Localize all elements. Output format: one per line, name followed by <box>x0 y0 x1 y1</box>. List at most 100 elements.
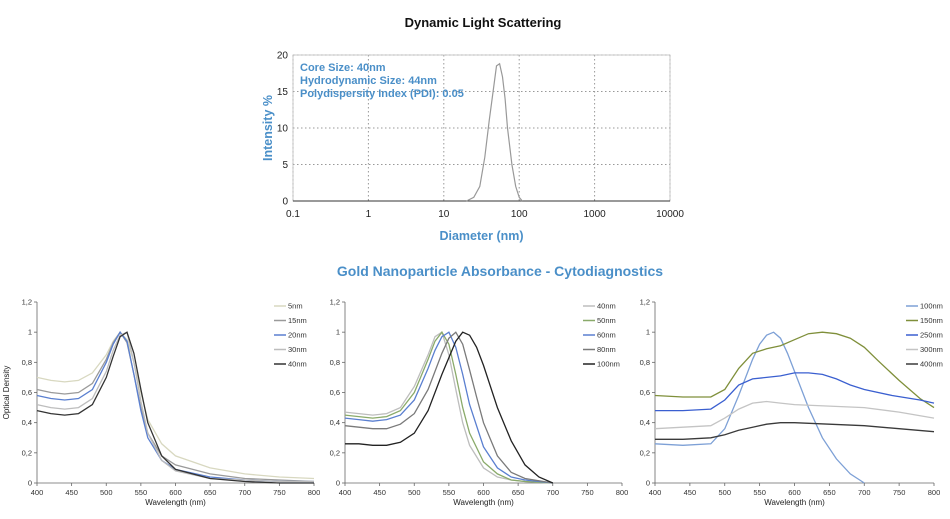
y-tick-label: 0 <box>646 479 650 488</box>
legend-label: 30nm <box>288 345 307 354</box>
x-tick-label: 550 <box>135 488 148 497</box>
x-axis-label: Wavelength (nm) <box>145 498 206 507</box>
legend-label: 250nm <box>920 331 943 340</box>
y-tick-label: 0,6 <box>330 388 340 397</box>
y-tick-label: 0,8 <box>640 358 650 367</box>
legend-label: 40nm <box>288 360 307 369</box>
series-line-60nm <box>344 331 553 484</box>
x-tick-label: 100 <box>511 209 528 220</box>
x-tick-label: 800 <box>928 488 941 497</box>
y-tick-label: 1,2 <box>640 298 650 307</box>
y-tick-label: 0,6 <box>640 388 650 397</box>
y-tick-label: 0,2 <box>640 448 650 457</box>
x-tick-label: 0.1 <box>286 209 300 220</box>
x-tick-label: 700 <box>238 488 251 497</box>
legend-label: 150nm <box>920 316 943 325</box>
y-tick-label: 0,6 <box>22 388 32 397</box>
x-tick-label: 500 <box>718 488 731 497</box>
y-tick-label: 0,4 <box>640 418 650 427</box>
y-tick-label: 0,4 <box>22 418 32 427</box>
x-tick-label: 400 <box>339 488 352 497</box>
y-tick-label: 1 <box>646 328 650 337</box>
dls-chart: 0.1 1 10 100 1000 10000 0 5 10 15 20 Diameter (nm) I… <box>261 51 684 244</box>
absorbance-section-title: Gold Nanoparticle Absorbance - Cytodiagn… <box>337 263 663 279</box>
y-tick-label: 0 <box>282 197 288 208</box>
y-tick-label: 0,8 <box>330 358 340 367</box>
x-tick-label: 500 <box>408 488 421 497</box>
y-tick-label: 10 <box>277 124 289 135</box>
x-tick-label: 10 <box>438 209 450 220</box>
y-tick-label: 0 <box>28 479 32 488</box>
x-axis-label: Diameter (nm) <box>439 229 523 243</box>
absorbance-chart-3: 400 450 500 550 600 650 700 750 800 0 0,2 0,4 0,6 0,8… <box>640 298 943 508</box>
x-tick-label: 400 <box>31 488 44 497</box>
y-tick-label: 15 <box>277 87 289 98</box>
series-line-100nm <box>345 331 554 484</box>
dls-hydrodynamic-size: Hydrodynamic Size: 44nm <box>300 75 437 87</box>
series-line-250nm <box>655 372 935 412</box>
y-tick-label: 5 <box>282 160 288 171</box>
x-tick-label: 600 <box>788 488 801 497</box>
series-line-20nm <box>36 331 314 483</box>
y-tick-label: 0,2 <box>330 448 340 457</box>
series-line-40nm <box>344 331 553 484</box>
x-tick-label: 450 <box>65 488 78 497</box>
x-tick-label: 750 <box>273 488 286 497</box>
series-line-40nm <box>36 331 314 484</box>
series-line-100nm <box>654 331 865 484</box>
y-tick-label: 0,8 <box>22 358 32 367</box>
y-tick-label: 0 <box>336 479 340 488</box>
legend-label: 100nm <box>597 360 620 369</box>
x-tick-label: 450 <box>373 488 386 497</box>
x-tick-label: 650 <box>512 488 525 497</box>
x-tick-label: 450 <box>684 488 697 497</box>
series-line-400nm <box>655 422 935 440</box>
x-tick-label: 750 <box>581 488 594 497</box>
y-tick-label: 0,2 <box>22 448 32 457</box>
x-tick-label: 650 <box>204 488 217 497</box>
y-axis-label: Optical Density <box>2 366 11 420</box>
legend-label: 80nm <box>597 345 616 354</box>
series-line-80nm <box>344 331 553 484</box>
legend-label: 400nm <box>920 360 943 369</box>
legend-label: 60nm <box>597 331 616 340</box>
y-tick-label: 20 <box>277 51 289 62</box>
x-tick-label: 550 <box>443 488 456 497</box>
legend-label: 300nm <box>920 345 943 354</box>
series-line-150nm <box>654 331 935 409</box>
x-tick-label: 600 <box>169 488 182 497</box>
absorbance-chart-1: 400 450 500 550 600 650 700 750 800 0 0,2 0,4 0,6 0,8… <box>2 298 320 508</box>
x-tick-label: 550 <box>753 488 766 497</box>
dls-pdi: Polydispersity Index (PDI): 0.05 <box>300 88 464 100</box>
x-tick-label: 400 <box>649 488 662 497</box>
y-tick-label: 1 <box>336 328 340 337</box>
y-tick-label: 1,2 <box>22 298 32 307</box>
x-tick-label: 650 <box>823 488 836 497</box>
y-tick-label: 1,2 <box>330 298 340 307</box>
y-tick-label: 0,4 <box>330 418 340 427</box>
legend-label: 15nm <box>288 316 307 325</box>
series-line-5nm <box>36 331 315 480</box>
legend-label: 40nm <box>597 302 616 311</box>
x-tick-label: 600 <box>477 488 490 497</box>
y-tick-label: 1 <box>28 328 32 337</box>
absorbance-chart-2: 400 450 500 550 600 650 700 750 800 0 0,2 0,4 0,6 0,8… <box>330 298 629 508</box>
series-line-300nm <box>654 400 935 430</box>
x-tick-label: 10000 <box>656 209 684 220</box>
x-tick-label: 500 <box>100 488 113 497</box>
legend-label: 5nm <box>288 302 303 311</box>
legend-label: 100nm <box>920 302 943 311</box>
legend-label: 20nm <box>288 331 307 340</box>
x-tick-label: 1 <box>366 209 372 220</box>
x-axis-label: Wavelength (nm) <box>764 498 825 507</box>
x-tick-label: 800 <box>308 488 321 497</box>
series-line-50nm <box>344 331 553 484</box>
x-tick-label: 1000 <box>583 209 606 220</box>
x-tick-label: 700 <box>546 488 559 497</box>
dls-distribution-line <box>466 62 523 202</box>
legend-label: 50nm <box>597 316 616 325</box>
x-tick-label: 800 <box>616 488 629 497</box>
x-tick-label: 750 <box>893 488 906 497</box>
y-axis-label: Intensity % <box>261 95 275 161</box>
